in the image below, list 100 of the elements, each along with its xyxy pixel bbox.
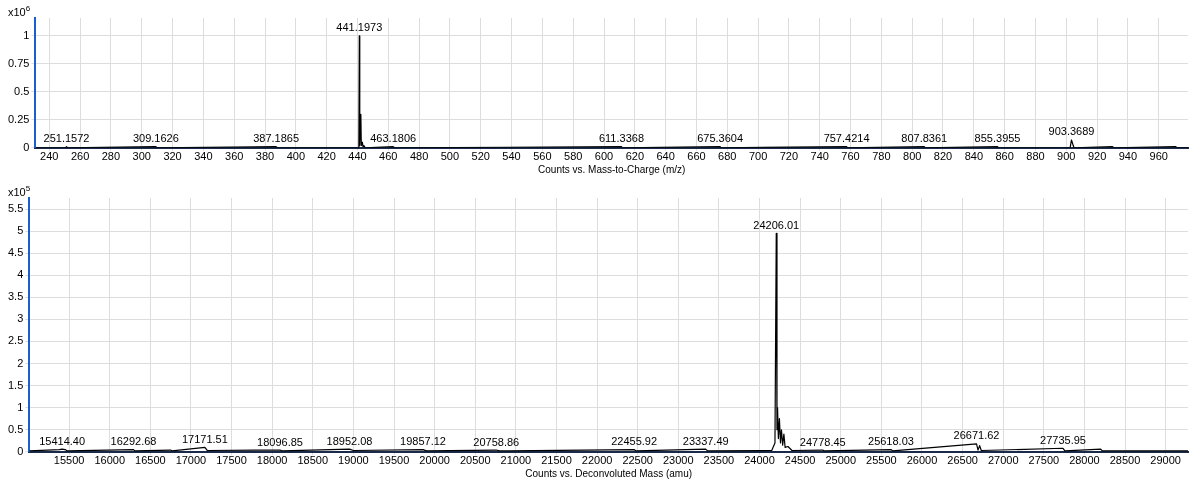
- x-tick-label: 680: [718, 150, 737, 163]
- annotation: 463.1806: [370, 132, 417, 145]
- y-tick-label: 5: [17, 224, 24, 237]
- x-tick-label: 240: [40, 150, 59, 163]
- x-tick-label: 440: [348, 150, 367, 163]
- y-tick-label: 1: [17, 400, 24, 413]
- x-tick-label: 20000: [419, 454, 450, 467]
- x-tick-label: 460: [379, 150, 398, 163]
- x-tick-label: 860: [995, 150, 1014, 163]
- y-tick-label: 2: [17, 356, 24, 369]
- x-tick-label: 340: [194, 150, 213, 163]
- y-tick-label: 0: [17, 444, 24, 457]
- x-tick-label: 760: [841, 150, 860, 163]
- x-tick-label: 20500: [459, 454, 491, 467]
- x-tick-label: 600: [594, 150, 614, 163]
- y-tick-label: 0.5: [14, 84, 30, 97]
- x-tick-label: 18500: [297, 454, 329, 467]
- y-tick-label: 0.5: [7, 422, 24, 435]
- x-tick-label: 26500: [947, 454, 978, 467]
- x-tick-label: 360: [225, 150, 244, 163]
- annotation: 25618.03: [868, 435, 914, 448]
- x-tick-label: 540: [502, 150, 521, 163]
- x-tick-label: 320: [163, 150, 182, 163]
- x-tick-label: 700: [748, 150, 768, 163]
- annotation: 757.4214: [823, 132, 870, 145]
- annotation: 17171.51: [181, 432, 228, 445]
- annotation: 16292.68: [110, 435, 157, 448]
- x-tick-label: 740: [810, 150, 829, 163]
- x-tick-label: 24500: [784, 454, 816, 467]
- x-tick-label: 19000: [338, 454, 369, 467]
- y-tick-label: 4.5: [7, 246, 24, 259]
- x-tick-label: 17000: [175, 454, 207, 467]
- x-tick-label: 25500: [866, 454, 897, 467]
- x-tick-label: 27000: [987, 454, 1019, 467]
- annotation: 855.3955: [974, 132, 1021, 145]
- x-tick-label: 15500: [53, 454, 85, 467]
- x-tick-label: 400: [286, 150, 305, 163]
- y-axis-title: x10$^{5}$: [8, 184, 31, 198]
- annotation: 24778.45: [799, 435, 846, 448]
- annotation: 387.1865: [253, 132, 300, 145]
- y-tick-label: 3.5: [7, 290, 24, 303]
- x-tick-label: 420: [317, 150, 336, 163]
- x-tick-label: 28500: [1109, 454, 1141, 467]
- annotation: 19857.12: [400, 435, 446, 448]
- annotation: 903.3689: [1048, 125, 1095, 138]
- annotation: 26671.62: [953, 429, 1000, 442]
- x-tick-label: 780: [872, 150, 891, 163]
- x-tick-label: 500: [440, 150, 460, 163]
- x-tick-label: 21500: [541, 454, 572, 467]
- x-tick-label: 22000: [581, 454, 613, 467]
- annotation: 22455.92: [611, 435, 658, 448]
- x-tick-label: 920: [1087, 150, 1107, 163]
- x-tick-label: 29000: [1150, 454, 1181, 467]
- annotation: 807.8361: [901, 132, 948, 145]
- x-tick-label: 16500: [135, 454, 166, 467]
- y-tick-label: 4: [17, 268, 24, 281]
- x-tick-label: 840: [964, 150, 983, 163]
- y-tick-label: 2.5: [7, 334, 24, 347]
- x-tick-label: 940: [1118, 150, 1138, 163]
- x-axis-title: Counts vs. Mass-to-Charge (m/z): [538, 163, 686, 175]
- x-tick-label: 17500: [216, 454, 247, 467]
- y-tick-label: 5.5: [7, 202, 24, 215]
- x-tick-label: 18000: [256, 454, 288, 467]
- x-tick-label: 660: [687, 150, 706, 163]
- x-tick-label: 27500: [1028, 454, 1060, 467]
- annotation: 15414.40: [39, 434, 86, 447]
- y-tick-label: 0.75: [7, 56, 30, 69]
- annotation: 20758.86: [473, 435, 520, 448]
- annotation: 18952.08: [326, 434, 373, 447]
- y-tick-label: 0: [23, 140, 30, 153]
- y-axis-title: x10$^{6}$: [8, 4, 31, 18]
- x-tick-label: 300: [132, 150, 151, 163]
- annotation: 675.3604: [697, 132, 744, 145]
- y-tick-label: 1: [23, 28, 30, 41]
- annotation: 23337.49: [682, 434, 729, 447]
- y-tick-label: 0.25: [7, 112, 30, 125]
- annotation: 18096.85: [257, 435, 303, 448]
- x-tick-label: 25000: [825, 454, 857, 467]
- x-tick-label: 260: [70, 150, 90, 163]
- x-tick-label: 720: [779, 150, 799, 163]
- x-tick-label: 380: [255, 150, 275, 163]
- y-tick-label: 1.5: [7, 378, 24, 391]
- x-tick-label: 16000: [94, 454, 125, 467]
- annotation: 441.1973: [336, 21, 383, 34]
- x-tick-label: 580: [564, 150, 583, 163]
- x-tick-label: 480: [409, 150, 429, 163]
- x-tick-label: 280: [101, 150, 121, 163]
- x-tick-label: 21000: [500, 454, 532, 467]
- x-tick-label: 23000: [663, 454, 694, 467]
- x-tick-label: 28000: [1069, 454, 1100, 467]
- x-tick-label: 560: [533, 150, 552, 163]
- y-tick-label: 3: [17, 312, 24, 325]
- x-tick-label: 820: [933, 150, 953, 163]
- x-tick-label: 800: [903, 150, 922, 163]
- x-tick-label: 19500: [378, 454, 410, 467]
- x-axis-title: Counts vs. Deconvoluted Mass (amu): [525, 467, 693, 479]
- x-tick-label: 23500: [703, 454, 735, 467]
- x-tick-label: 880: [1026, 150, 1045, 163]
- x-tick-label: 520: [471, 150, 490, 163]
- x-tick-label: 620: [625, 150, 644, 163]
